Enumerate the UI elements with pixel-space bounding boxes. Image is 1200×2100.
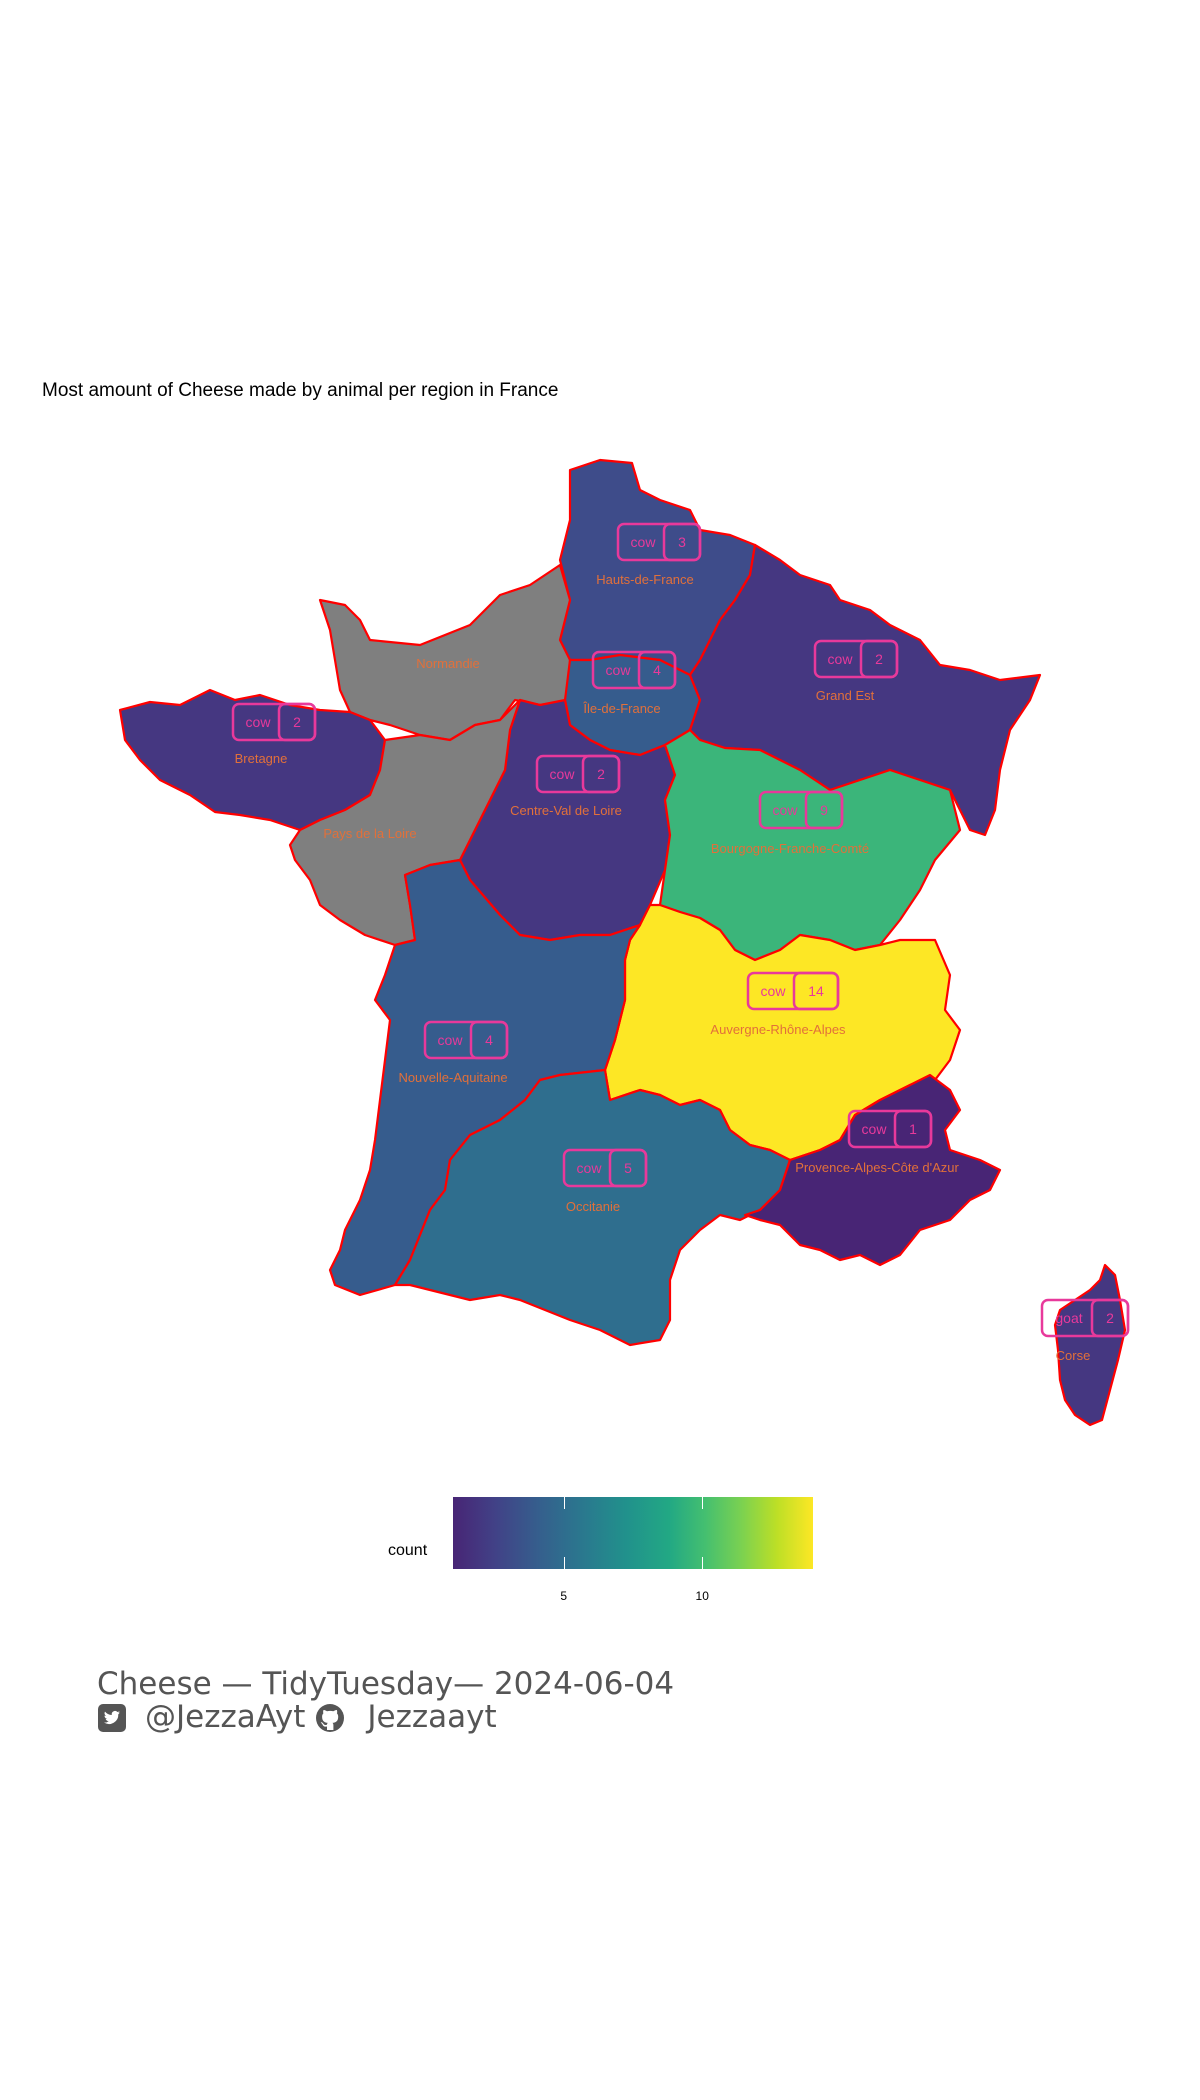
- badge-count-box: [662, 522, 702, 562]
- badge-count-box: [859, 639, 899, 679]
- legend-tick-label: 10: [695, 1589, 709, 1603]
- badge-count: 4: [653, 662, 661, 678]
- badge-animal: cow: [862, 1121, 888, 1137]
- badge-animal: cow: [631, 534, 657, 550]
- badge-count: 4: [485, 1032, 493, 1048]
- badge-count: 2: [293, 714, 301, 730]
- badge-animal: cow: [438, 1032, 464, 1048]
- region-occitanie: [393, 1068, 792, 1347]
- twitter-square-icon: [97, 1703, 127, 1733]
- badge-provence-alpes-cote-d-azur: cow 1: [847, 1109, 933, 1149]
- badge-occitanie: cow 5: [562, 1148, 648, 1188]
- region-label-pays-de-la-loire: Pays de la Loire: [323, 826, 416, 841]
- badge-count-box: [637, 650, 677, 690]
- region-label-grand-est: Grand Est: [816, 688, 875, 703]
- badge-animal: cow: [761, 983, 787, 999]
- region-label-provence-alpes-cote-d-azur: Provence-Alpes-Côte d'Azur: [795, 1160, 959, 1175]
- badge-count: 2: [1106, 1310, 1114, 1326]
- github-handle: Jezzaayt: [367, 1699, 497, 1735]
- badge-corse: goat 2: [1040, 1298, 1130, 1338]
- region-label-corse: Corse: [1056, 1348, 1091, 1363]
- caption-title: Cheese — TidyTuesday— 2024-06-04: [97, 1666, 675, 1702]
- badge-count: 5: [624, 1160, 632, 1176]
- region-label-bretagne: Bretagne: [235, 751, 288, 766]
- badge-count-box: [608, 1148, 648, 1188]
- legend-title: count: [388, 1542, 428, 1559]
- region-provence-alpes-cote-d-azur: [743, 1073, 1002, 1267]
- region-label-hauts-de-france: Hauts-de-France: [596, 572, 694, 587]
- badge-count: 2: [875, 651, 883, 667]
- badge-count-box: [792, 971, 840, 1011]
- badge-animal: cow: [606, 662, 632, 678]
- badge-count: 14: [808, 983, 824, 999]
- legend-tick-mark: [563, 1557, 565, 1569]
- badge-grand-est: cow 2: [813, 639, 899, 679]
- legend-tick-mark: [702, 1497, 704, 1509]
- region-label-bourgogne-franche-comte: Bourgogne-Franche-Comté: [711, 841, 869, 856]
- badge-count-box: [1090, 1298, 1130, 1338]
- legend-tick-label: 5: [560, 1589, 568, 1603]
- badge-animal: cow: [828, 651, 854, 667]
- badge-count-box: [893, 1109, 933, 1149]
- badge-count: 3: [678, 534, 686, 550]
- region-label-normandie: Normandie: [416, 656, 480, 671]
- badge-bourgogne-franche-comte: cow 9: [758, 790, 844, 830]
- badge-count: 2: [597, 766, 605, 782]
- badge-count-box: [469, 1020, 509, 1060]
- github-icon: [315, 1703, 345, 1733]
- badge-count: 1: [909, 1121, 917, 1137]
- legend-colorbar: [453, 1497, 813, 1569]
- chart-title: Most amount of Cheese made by animal per…: [42, 380, 559, 401]
- badge-auvergne-rhone-alpes: cow 14: [746, 971, 840, 1011]
- region-corse: [1053, 1263, 1127, 1427]
- twitter-handle: @JezzaAyt: [145, 1699, 306, 1735]
- badge-animal: cow: [246, 714, 272, 730]
- region-label-occitanie: Occitanie: [566, 1199, 620, 1214]
- region-grand-est: [688, 543, 1042, 837]
- region-label-auvergne-rhone-alpes: Auvergne-Rhône-Alpes: [710, 1022, 846, 1037]
- legend-tick-mark: [702, 1557, 704, 1569]
- badge-bretagne: cow 2: [231, 702, 317, 742]
- badge-animal: goat: [1055, 1310, 1082, 1326]
- badge-count-box: [277, 702, 317, 742]
- badge-hauts-de-france: cow 3: [616, 522, 702, 562]
- region-label-centre-val-de-loire: Centre-Val de Loire: [510, 803, 622, 818]
- caption: Cheese — TidyTuesday— 2024-06-04 @JezzaA…: [97, 1668, 674, 1734]
- badge-centre-val-de-loire: cow 2: [535, 754, 621, 794]
- badge-count: 9: [820, 802, 828, 818]
- badge-count-box: [581, 754, 621, 794]
- legend-tick-mark: [563, 1497, 565, 1509]
- badge-nouvelle-aquitaine: cow 4: [423, 1020, 509, 1060]
- badge-animal: cow: [550, 766, 576, 782]
- badge-animal: cow: [773, 802, 799, 818]
- badge-animal: cow: [577, 1160, 603, 1176]
- region-label-ile-de-france: Île-de-France: [582, 701, 660, 716]
- badge-ile-de-france: cow 4: [591, 650, 677, 690]
- badge-count-box: [804, 790, 844, 830]
- region-label-nouvelle-aquitaine: Nouvelle-Aquitaine: [398, 1070, 507, 1085]
